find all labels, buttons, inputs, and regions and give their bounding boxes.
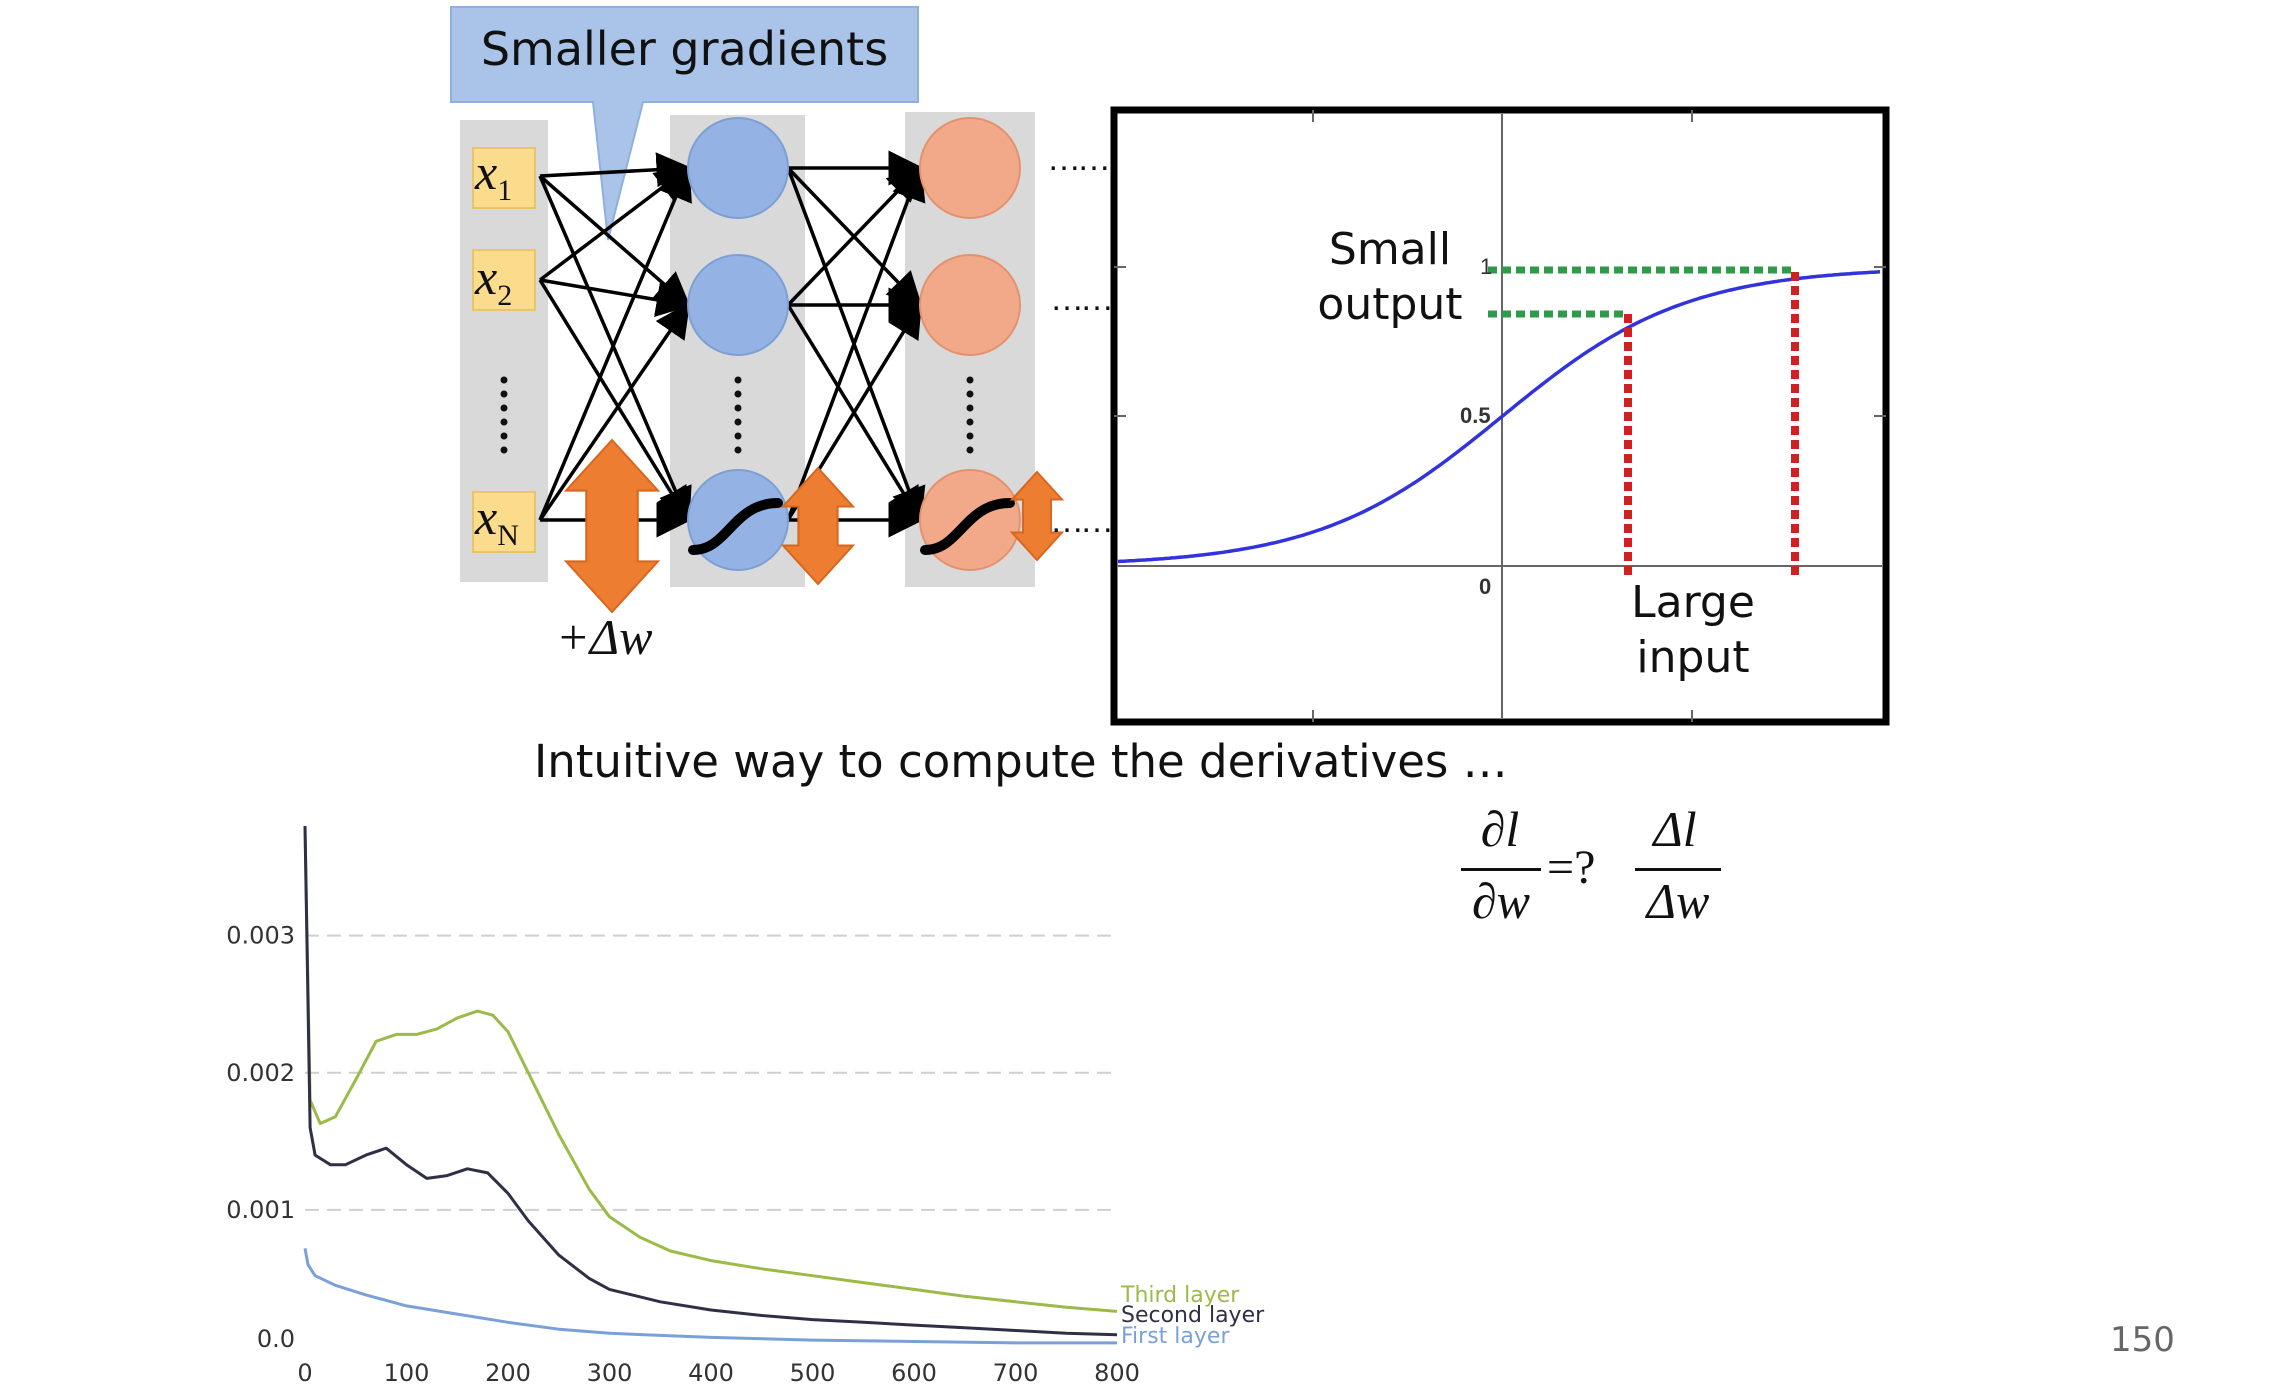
rhs-fraction-bar bbox=[1635, 868, 1721, 871]
x-tick-label: 100 bbox=[384, 1359, 430, 1387]
equals-question: =? bbox=[1547, 841, 1596, 894]
large-input-label: Large input bbox=[1631, 577, 1755, 683]
column-ellipsis-dot bbox=[500, 432, 508, 440]
column-ellipsis-dot bbox=[966, 390, 974, 398]
gradient-arrow-small-icon bbox=[1009, 470, 1065, 562]
sigmoid-glyph-icon bbox=[688, 498, 783, 555]
input-x1-label: x1 bbox=[475, 144, 513, 207]
rhs-denominator: Δw bbox=[1646, 873, 1710, 929]
x-tick-label: 800 bbox=[1094, 1359, 1140, 1387]
y-tick-label: 0.003 bbox=[226, 922, 295, 950]
lhs-denominator: ∂w bbox=[1471, 873, 1531, 929]
connection-arrow bbox=[538, 164, 692, 521]
column-ellipsis-dot bbox=[734, 376, 742, 384]
series-label-third-layer: Third layer bbox=[1120, 1283, 1240, 1308]
connection-arrow bbox=[539, 278, 692, 318]
sigmoid-tick-half: 0.5 bbox=[1460, 403, 1491, 428]
y-tick-label: 0.0 bbox=[257, 1325, 295, 1353]
delta-w-label: +Δw bbox=[556, 609, 653, 665]
column-ellipsis-dot bbox=[734, 446, 742, 454]
column-ellipsis-dot bbox=[966, 376, 974, 384]
layer2-neuron-2 bbox=[919, 254, 1021, 356]
input-x2-label: x2 bbox=[475, 249, 513, 312]
y-tick-label: 0.002 bbox=[226, 1059, 295, 1087]
column-ellipsis-dot bbox=[966, 418, 974, 426]
layer-continuation-dots-2: …… bbox=[1050, 280, 1114, 318]
layer-continuation-dots-3: …… bbox=[1050, 502, 1114, 540]
x-tick-label: 500 bbox=[790, 1359, 836, 1387]
layer2-neuron-1 bbox=[919, 117, 1021, 219]
column-ellipsis-dot bbox=[734, 418, 742, 426]
page-number: 150 bbox=[2110, 1320, 2175, 1360]
column-ellipsis-dot bbox=[500, 404, 508, 412]
lhs-fraction-bar bbox=[1461, 868, 1541, 871]
sigmoid-tick-one: 1 bbox=[1480, 254, 1493, 279]
series-label-first-layer: First layer bbox=[1121, 1324, 1230, 1349]
column-ellipsis-dot bbox=[500, 376, 508, 384]
column-ellipsis-dot bbox=[734, 432, 742, 440]
connection-arrow bbox=[786, 164, 926, 521]
column-ellipsis-dot bbox=[966, 404, 974, 412]
gradient-arrow-medium-icon bbox=[780, 466, 856, 586]
column-ellipsis-dot bbox=[966, 446, 974, 454]
column-ellipsis-dot bbox=[500, 446, 508, 454]
x-tick-label: 700 bbox=[993, 1359, 1039, 1387]
column-ellipsis-dot bbox=[734, 390, 742, 398]
rhs-numerator: Δl bbox=[1653, 801, 1697, 857]
sigmoid-curve bbox=[1117, 270, 1881, 564]
column-ellipsis-dot bbox=[500, 390, 508, 398]
x-tick-label: 600 bbox=[891, 1359, 937, 1387]
layer1-neuron-1 bbox=[687, 117, 789, 219]
input-box-1 bbox=[472, 147, 536, 209]
input-box-2 bbox=[472, 249, 536, 311]
column-ellipsis-dot bbox=[734, 404, 742, 412]
input-xn-label: xN bbox=[475, 489, 519, 552]
x-tick-label: 200 bbox=[485, 1359, 531, 1387]
series-line-third-layer bbox=[303, 825, 1118, 1313]
series-line-second-layer bbox=[303, 825, 1118, 1337]
sigmoid-tick-zero: 0 bbox=[1479, 574, 1492, 599]
sigmoid-glyph-icon bbox=[920, 498, 1015, 555]
input-box-3 bbox=[472, 491, 536, 553]
connection-arrow bbox=[538, 302, 690, 521]
x-tick-label: 400 bbox=[688, 1359, 734, 1387]
lhs-numerator: ∂l bbox=[1480, 801, 1520, 857]
y-tick-label: 0.001 bbox=[226, 1196, 295, 1224]
caption-text: Intuitive way to compute the derivatives… bbox=[534, 735, 1508, 788]
callout-label: Smaller gradients bbox=[480, 22, 889, 76]
column-ellipsis-dot bbox=[500, 418, 508, 426]
weight-change-arrow-large-icon bbox=[563, 438, 661, 614]
layer1-neuron-2 bbox=[687, 254, 789, 356]
column-ellipsis-dot bbox=[966, 432, 974, 440]
series-label-second-layer: Second layer bbox=[1121, 1303, 1265, 1328]
layer-continuation-dots-1: …… bbox=[1047, 140, 1111, 178]
x-tick-label: 0 bbox=[297, 1359, 312, 1387]
connection-arrow bbox=[538, 279, 690, 523]
x-tick-label: 300 bbox=[587, 1359, 633, 1387]
derivative-equation: ∂l ∂w =? Δl Δw bbox=[1455, 800, 1735, 940]
series-line-first-layer bbox=[303, 1248, 1117, 1345]
small-output-label: Small output bbox=[1317, 224, 1463, 330]
